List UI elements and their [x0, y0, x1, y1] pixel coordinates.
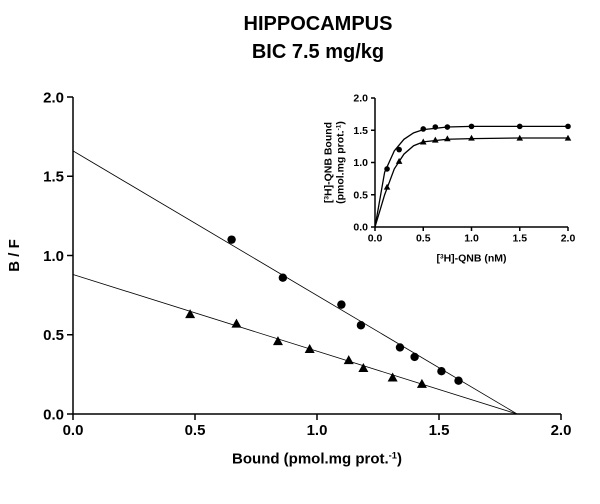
- data-point: [420, 126, 427, 132]
- x-tick-label: 1.0: [307, 422, 328, 439]
- x-tick-label: 1.5: [429, 422, 450, 439]
- chart-title: BIC 7.5 mg/kg: [252, 41, 384, 63]
- y-axis-title-part: ): [335, 121, 347, 125]
- data-point: [337, 300, 346, 309]
- y-tick-label: 1.0: [353, 157, 368, 169]
- y-tick-label: 0.0: [353, 222, 368, 234]
- y-tick-label: 0.5: [43, 327, 64, 344]
- data-point: [432, 124, 439, 130]
- y-tick-label: 0.0: [43, 406, 64, 423]
- x-axis-title: Bound (pmol.mg prot.-1): [232, 451, 402, 468]
- x-axis-title-part: Bound (pmol.mg prot.: [232, 451, 389, 468]
- y-tick-label: 0.5: [353, 189, 368, 201]
- x-axis-title-part: [: [436, 252, 440, 264]
- data-point: [468, 123, 475, 130]
- data-point: [231, 318, 242, 328]
- x-tick-label: 0.0: [368, 233, 383, 245]
- data-point: [185, 309, 196, 319]
- data-point: [432, 136, 439, 143]
- chart-title: HIPPOCAMPUS: [244, 13, 393, 35]
- x-axis-title-part: ): [397, 451, 402, 468]
- x-axis-title-part: H]-QNB (nM): [444, 252, 507, 264]
- x-tick-label: 0.5: [416, 233, 431, 245]
- data-point: [384, 166, 390, 172]
- data-point: [272, 336, 283, 346]
- y-tick-label: 1.5: [43, 169, 64, 186]
- data-point: [565, 123, 571, 130]
- y-axis-title: (pmol.mg prot.-1): [335, 121, 347, 204]
- data-point: [444, 135, 451, 142]
- fit-line: [72, 274, 518, 415]
- data-point: [416, 378, 427, 388]
- x-tick-label: 0.0: [63, 422, 84, 439]
- x-axis-title-part: -1: [389, 451, 397, 461]
- data-point: [395, 157, 403, 164]
- y-tick-label: 1.5: [353, 125, 368, 137]
- y-axis-title: B / F: [6, 239, 23, 272]
- x-tick-label: 1.5: [512, 233, 527, 245]
- data-point: [304, 344, 315, 354]
- data-point: [396, 146, 402, 153]
- x-tick-label: 2.0: [551, 422, 572, 439]
- y-axis-title-part: 3: [323, 196, 330, 200]
- fit-line: [374, 137, 568, 228]
- data-point: [454, 376, 463, 385]
- data-point: [516, 123, 523, 130]
- data-point: [383, 183, 391, 190]
- data-point: [468, 134, 475, 141]
- data-point: [227, 235, 236, 244]
- y-tick-label: 1.0: [43, 248, 64, 265]
- x-axis-title: [3H]-QNB (nM): [436, 252, 506, 264]
- data-point: [356, 321, 366, 330]
- x-tick-label: 2.0: [561, 233, 576, 245]
- data-point: [410, 352, 419, 362]
- y-axis-title-part: H]-QNB Bound: [323, 122, 335, 196]
- data-point: [387, 372, 398, 382]
- y-tick-label: 2.0: [353, 93, 368, 105]
- y-axis-title-part: B / F: [6, 239, 23, 272]
- x-axis-title-part: 3: [440, 253, 444, 260]
- data-point: [516, 134, 524, 141]
- y-axis-title: [3H]-QNB Bound: [323, 122, 335, 203]
- data-point: [437, 367, 446, 376]
- y-tick-label: 2.0: [43, 89, 64, 106]
- y-axis-title-part: [: [323, 199, 335, 203]
- data-point: [395, 343, 405, 352]
- data-point: [343, 355, 354, 365]
- x-tick-label: 0.5: [185, 422, 206, 439]
- x-tick-label: 1.0: [464, 233, 479, 245]
- y-axis-title-part: -1: [335, 124, 342, 130]
- fit-line: [374, 125, 568, 228]
- data-point: [278, 273, 288, 282]
- data-point: [358, 363, 369, 373]
- data-point: [444, 124, 451, 130]
- fit-line: [72, 150, 518, 415]
- y-axis-title-part: (pmol.mg prot.: [335, 130, 347, 204]
- data-point: [419, 138, 427, 145]
- data-point: [564, 134, 572, 141]
